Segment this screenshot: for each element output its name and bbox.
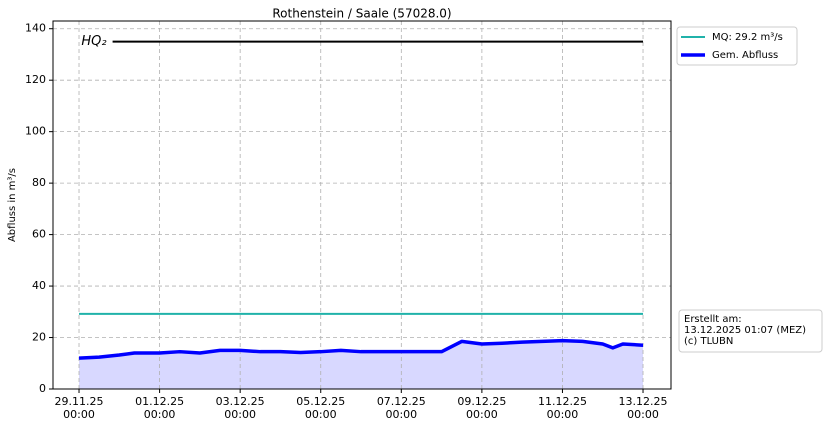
x-tick-label-line: 11.12.25 [538,395,587,408]
x-tick-label-line: 00:00 [627,408,659,421]
x-tick-label-line: 00:00 [63,408,95,421]
x-tick-label: 07.12.25 00:00 [377,395,426,421]
x-tick-label: 03.12.25 00:00 [216,395,265,421]
x-tick-label-line: 00:00 [224,408,256,421]
chart-title: Rothenstein / Saale (57028.0) [272,7,451,21]
y-tick-label: 60 [32,228,46,241]
annotation-text: Erstellt am: [684,314,742,325]
y-tick-label: 140 [25,22,46,35]
y-tick-label: 20 [32,331,46,344]
y-tick-label: 120 [25,73,46,86]
x-tick-label-line: 00:00 [385,408,417,421]
y-tick-label: 100 [25,125,46,138]
annotation-text: (c) TLUBN [684,336,733,347]
annotation-box [678,309,823,353]
reference-label: HQ₂ [81,34,106,49]
legend-label: Gem. Abfluss [712,50,778,61]
x-tick-label-line: 13.12.25 [619,395,668,408]
legend-box [676,26,798,66]
x-tick-label-line: 09.12.25 [457,395,506,408]
annotation-text: 13.12.2025 01:07 (MEZ) [684,325,806,336]
x-tick-label-line: 29.11.25 [55,395,104,408]
line [78,338,644,360]
x-tick-label-line: 03.12.25 [216,395,265,408]
x-tick-label: 01.12.25 00:00 [135,395,184,421]
x-tick-label-line: 00:00 [144,408,176,421]
x-tick-label: 09.12.25 00:00 [457,395,506,421]
y-tick-label: 40 [32,279,46,292]
plot-frame [52,20,672,390]
area [79,340,644,389]
x-tick-label: 13.12.25 00:00 [619,395,668,421]
y-axis-label: Abfluss in m³/s [7,168,18,242]
x-tick-label: 05.12.25 00:00 [296,395,345,421]
y-tick-label: 0 [39,382,46,395]
x-tick-label-line: 00:00 [466,408,498,421]
x-tick-label: 29.11.25 00:00 [55,395,104,421]
legend-label: MQ: 29.2 m³/s [712,32,783,43]
x-tick-label-line: 00:00 [305,408,337,421]
x-tick-label-line: 07.12.25 [377,395,426,408]
x-tick-label-line: 00:00 [547,408,579,421]
y-tick-label: 80 [32,176,46,189]
x-tick-label-line: 01.12.25 [135,395,184,408]
x-tick-label-line: 05.12.25 [296,395,345,408]
x-tick-label: 11.12.25 00:00 [538,395,587,421]
